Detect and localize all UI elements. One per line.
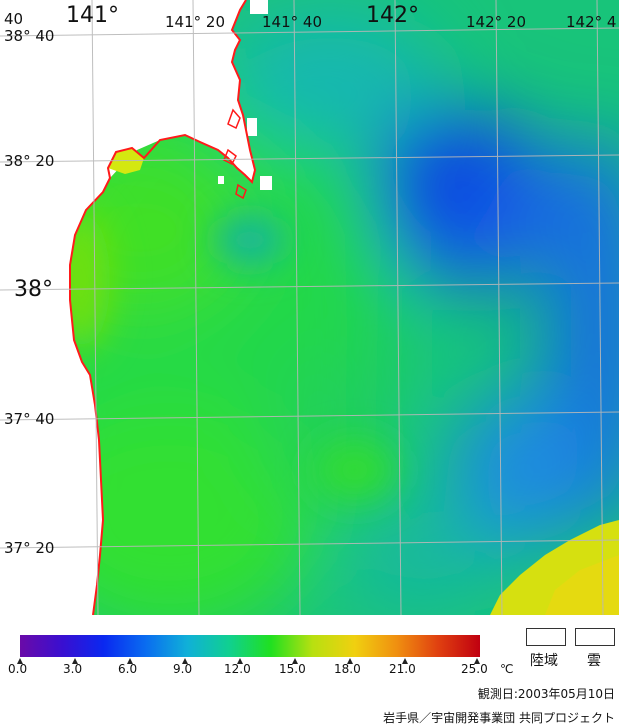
lon-label-141-20: 141° 20 bbox=[165, 13, 225, 31]
lon-label-142: 142° bbox=[366, 3, 419, 28]
tick-mark bbox=[292, 658, 298, 664]
lon-label-140-40: 40 bbox=[4, 10, 24, 28]
tick-label: 6.0 bbox=[118, 662, 138, 676]
cloud-key-label: 雲 bbox=[587, 653, 601, 669]
tick-mark bbox=[72, 658, 78, 664]
map-image bbox=[0, 0, 619, 615]
tick-mark bbox=[182, 658, 188, 664]
lat-label-37-40: 37° 40 bbox=[4, 410, 55, 428]
tick-mark bbox=[237, 658, 243, 664]
land-area bbox=[0, 0, 255, 615]
tick-label: 21.0 bbox=[389, 662, 416, 676]
tick-label: 15.0 bbox=[279, 662, 306, 676]
tick-label: 18.0 bbox=[334, 662, 361, 676]
lon-label-141-40: 141° 40 bbox=[262, 13, 322, 31]
land-key-label: 陸域 bbox=[530, 653, 558, 669]
temperature-colorbar bbox=[20, 635, 480, 657]
tick-label: 0.0 bbox=[8, 662, 28, 676]
tick-label: 12.0 bbox=[224, 662, 251, 676]
graticule bbox=[0, 0, 619, 615]
tick-mark bbox=[347, 658, 353, 664]
lon-label-142-20: 142° 20 bbox=[466, 13, 526, 31]
lat-label-38: 38° bbox=[14, 277, 53, 302]
lat-label-38-40: 38° 40 bbox=[4, 27, 55, 45]
lat-label-37-20: 37° 20 bbox=[4, 539, 55, 557]
tick-mark bbox=[17, 658, 23, 664]
tick-mark bbox=[402, 658, 408, 664]
tick-label: 9.0 bbox=[173, 662, 193, 676]
lon-label-141: 141° bbox=[66, 3, 119, 28]
land-key-swatch bbox=[526, 628, 566, 646]
sea-surface-temperature-map: 40 141° 141° 20 141° 40 142° 142° 20 142… bbox=[0, 0, 619, 615]
tick-label: 25.0 bbox=[461, 662, 488, 676]
legend: 0.0 3.0 6.0 9.0 12.0 15.0 18.0 21.0 25.0… bbox=[0, 615, 619, 725]
tick-mark bbox=[127, 658, 133, 664]
tick-label: 3.0 bbox=[63, 662, 83, 676]
lon-label-142-40: 142° 4 bbox=[566, 13, 617, 31]
observation-date: 観測日:2003年05月10日 bbox=[477, 687, 615, 701]
credit-text: 岩手県／宇宙開発事業団 共同プロジェクト bbox=[383, 711, 615, 725]
lat-label-38-20: 38° 20 bbox=[4, 152, 55, 170]
tick-mark bbox=[474, 658, 480, 664]
unit-label: ℃ bbox=[500, 662, 514, 676]
coastline bbox=[69, 0, 257, 615]
cloud-key-swatch bbox=[575, 628, 615, 646]
